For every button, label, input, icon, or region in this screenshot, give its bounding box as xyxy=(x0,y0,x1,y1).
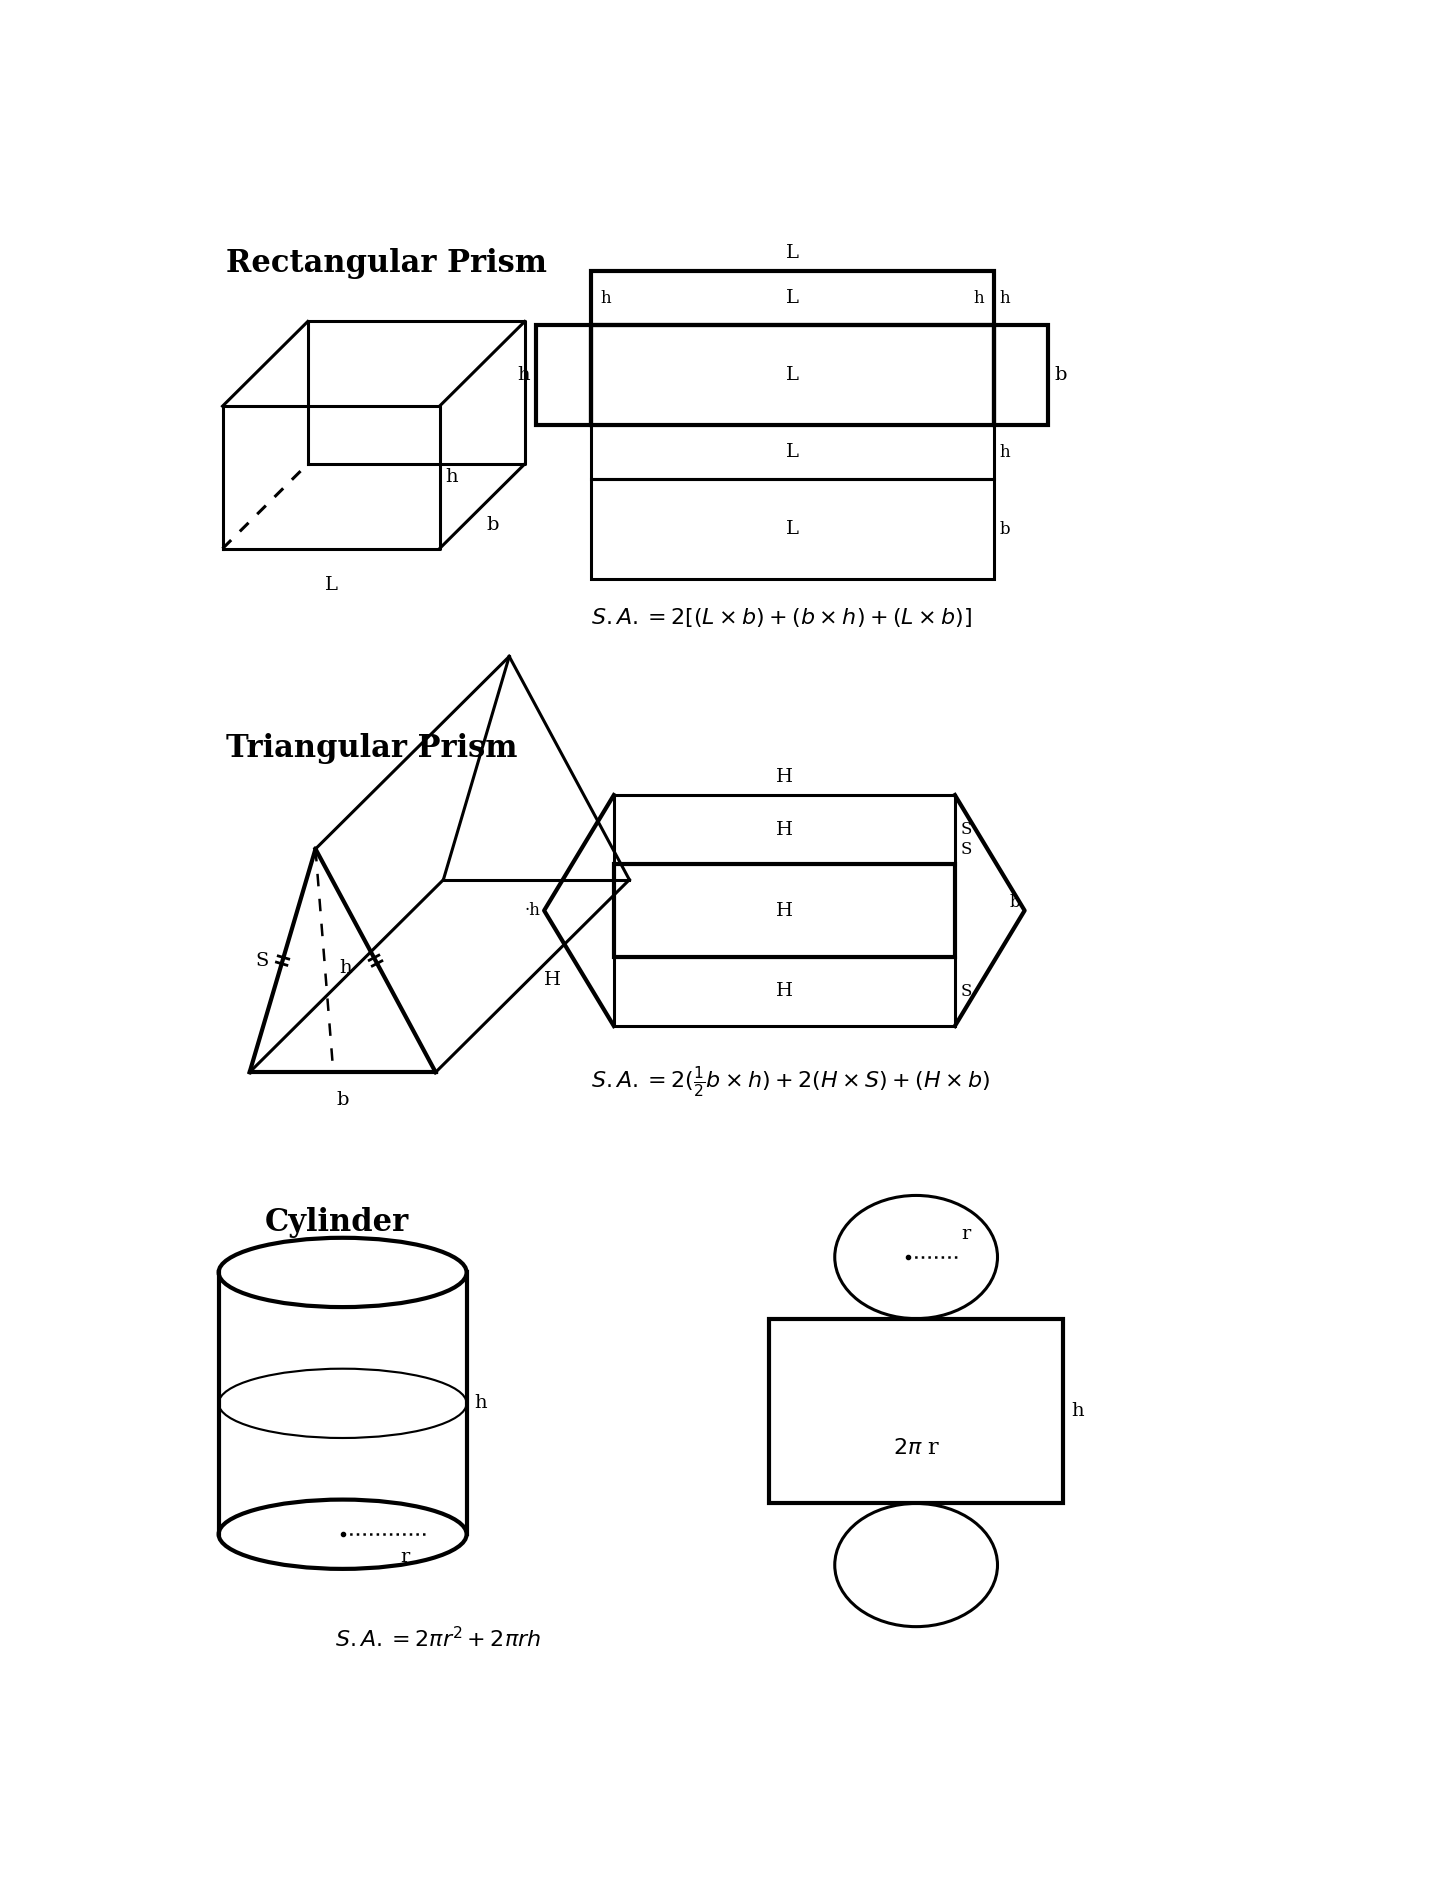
Text: L: L xyxy=(786,244,799,263)
Text: ·h: ·h xyxy=(524,903,540,920)
Text: h: h xyxy=(518,366,530,385)
Bar xyxy=(614,863,955,957)
Bar xyxy=(537,325,590,426)
Text: $2\pi$ r: $2\pi$ r xyxy=(892,1438,940,1458)
Text: h: h xyxy=(475,1395,486,1412)
Bar xyxy=(590,325,993,426)
Text: r: r xyxy=(961,1226,970,1243)
Text: $S.A. = 2(\frac{1}{2}b \times h) + 2(H \times S) + (H \times b)$: $S.A. = 2(\frac{1}{2}b \times h) + 2(H \… xyxy=(590,1064,990,1100)
Text: S: S xyxy=(961,822,973,839)
Text: h: h xyxy=(1000,443,1010,462)
Text: b: b xyxy=(1055,366,1066,385)
Bar xyxy=(614,796,955,863)
Text: b: b xyxy=(486,516,498,533)
Text: Cylinder: Cylinder xyxy=(265,1207,409,1239)
Text: H: H xyxy=(544,970,561,989)
Text: h: h xyxy=(1000,289,1010,308)
Bar xyxy=(590,272,993,325)
Bar xyxy=(614,957,955,1027)
Text: Rectangular Prism: Rectangular Prism xyxy=(226,248,547,280)
Text: b: b xyxy=(1009,893,1020,912)
Text: L: L xyxy=(786,289,799,308)
Text: H: H xyxy=(776,982,793,1000)
Text: L: L xyxy=(786,520,799,539)
Text: h: h xyxy=(974,289,984,308)
Text: Triangular Prism: Triangular Prism xyxy=(226,734,518,764)
Text: S: S xyxy=(961,841,973,858)
Text: $S.A. = 2[(L \times b) + (b \times h) + (L \times b)]$: $S.A. = 2[(L \times b) + (b \times h) + … xyxy=(590,606,971,629)
Bar xyxy=(590,479,993,580)
Text: L: L xyxy=(786,443,799,462)
Text: b: b xyxy=(337,1092,348,1109)
Text: H: H xyxy=(776,768,793,786)
Text: r: r xyxy=(400,1549,409,1565)
Text: h: h xyxy=(600,289,610,308)
Text: h: h xyxy=(340,959,353,978)
Bar xyxy=(768,1320,1063,1503)
Text: L: L xyxy=(786,366,799,385)
Text: H: H xyxy=(776,901,793,920)
Text: h: h xyxy=(446,469,459,486)
Text: S: S xyxy=(255,952,269,970)
Bar xyxy=(993,325,1048,426)
Text: b: b xyxy=(1000,522,1010,539)
Text: S: S xyxy=(961,984,973,1000)
Text: $S.A. = 2\pi r^2 + 2\pi rh$: $S.A. = 2\pi r^2 + 2\pi rh$ xyxy=(335,1627,541,1652)
Bar xyxy=(590,426,993,479)
Text: L: L xyxy=(325,576,338,593)
Text: h: h xyxy=(1071,1402,1084,1421)
Text: H: H xyxy=(776,820,793,839)
